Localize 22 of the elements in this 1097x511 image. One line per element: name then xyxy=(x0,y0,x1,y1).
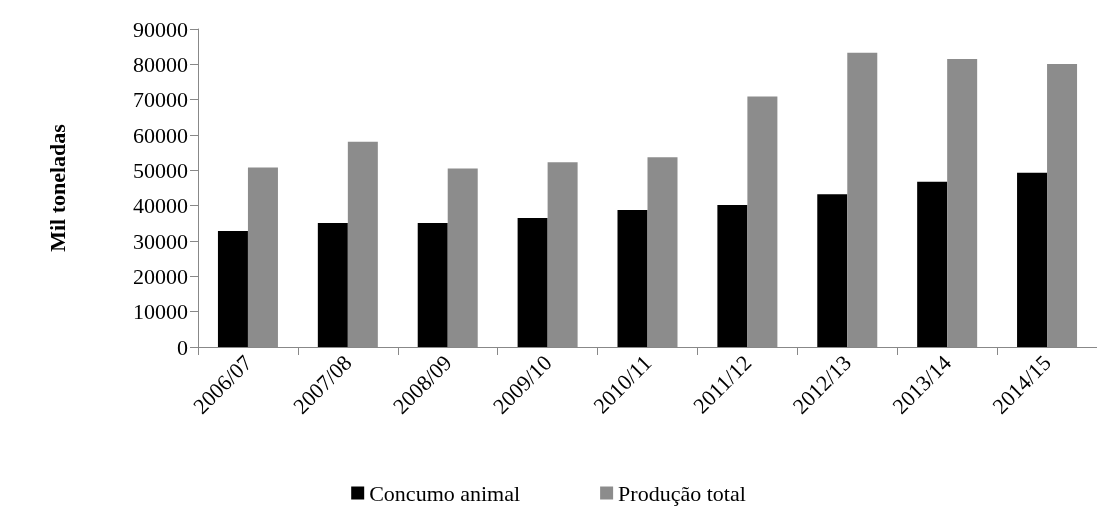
y-tick-label: 90000 xyxy=(133,16,188,42)
bar xyxy=(517,218,548,347)
y-tick-label: 40000 xyxy=(133,193,188,219)
y-tick-label: 0 xyxy=(177,334,188,360)
bar xyxy=(617,209,648,347)
y-tick-label: 10000 xyxy=(133,299,188,325)
y-axis-title: Mil toneladas xyxy=(44,123,70,252)
bar xyxy=(317,222,348,347)
y-tick-label: 70000 xyxy=(133,87,188,113)
legend-label: Concumo animal xyxy=(369,480,521,506)
legend-label: Produção total xyxy=(618,480,746,506)
bar xyxy=(717,204,748,347)
bar xyxy=(217,231,248,347)
y-tick-label: 30000 xyxy=(133,228,188,254)
bar xyxy=(1017,172,1048,347)
y-tick-label: 80000 xyxy=(133,51,188,77)
y-tick-label: 20000 xyxy=(133,263,188,289)
y-tick-label: 60000 xyxy=(133,122,188,148)
y-tick-label: 50000 xyxy=(133,157,188,183)
bar xyxy=(917,181,948,347)
bar xyxy=(417,222,448,347)
bar xyxy=(817,194,848,347)
